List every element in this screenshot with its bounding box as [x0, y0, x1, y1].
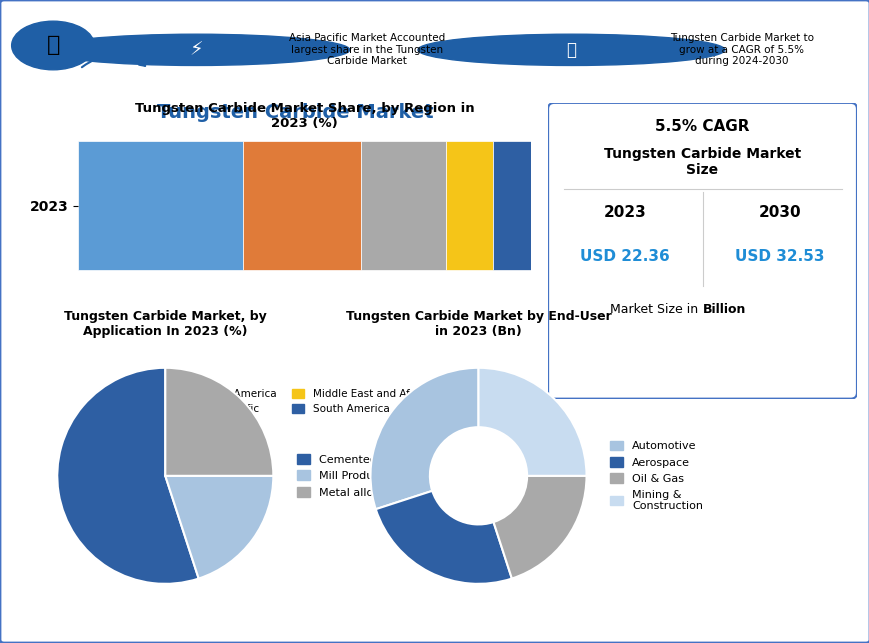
Text: 2023: 2023: [603, 205, 646, 220]
Wedge shape: [57, 368, 198, 584]
Title: Tungsten Carbide Market Share, by Region in
2023 (%): Tungsten Carbide Market Share, by Region…: [135, 102, 474, 130]
Text: USD 22.36: USD 22.36: [580, 249, 669, 264]
Wedge shape: [493, 476, 586, 579]
Title: Tungsten Carbide Market by End-User
in 2023 (Bn): Tungsten Carbide Market by End-User in 2…: [345, 310, 611, 338]
Text: 5.5% CAGR: 5.5% CAGR: [654, 119, 749, 134]
Text: Asia Pacific Market Accounted
largest share in the Tungsten
Carbide Market: Asia Pacific Market Accounted largest sh…: [289, 33, 444, 66]
Text: Tungsten Carbide Market to
grow at a CAGR of 5.5%
during 2024-2030: Tungsten Carbide Market to grow at a CAG…: [669, 33, 813, 66]
Bar: [493, 141, 530, 270]
Text: Tungsten Carbide Market: Tungsten Carbide Market: [157, 103, 434, 122]
Text: Tungsten Carbide Market
Size: Tungsten Carbide Market Size: [603, 147, 800, 177]
Title: Tungsten Carbide Market, by
Application In 2023 (%): Tungsten Carbide Market, by Application …: [63, 310, 267, 338]
Bar: [78, 141, 243, 270]
Text: 🌐: 🌐: [46, 35, 60, 55]
Wedge shape: [478, 368, 586, 476]
Text: 🔥: 🔥: [566, 41, 576, 59]
Wedge shape: [370, 368, 478, 509]
Wedge shape: [165, 476, 273, 579]
Text: USD 32.53: USD 32.53: [734, 249, 824, 264]
Legend: North America, Asia-Pacific, Europe, Middle East and Africa, South America: North America, Asia-Pacific, Europe, Mid…: [176, 385, 433, 434]
Legend: Automotive, Aerospace, Oil & Gas, Mining &
Construction: Automotive, Aerospace, Oil & Gas, Mining…: [605, 436, 706, 516]
Text: MMR: MMR: [90, 42, 140, 60]
Bar: [445, 141, 493, 270]
Legend: Cemented Carbide, Mill Products, Metal alloy: Cemented Carbide, Mill Products, Metal a…: [292, 449, 428, 502]
Circle shape: [43, 34, 349, 66]
Wedge shape: [375, 491, 511, 584]
Text: 2030: 2030: [758, 205, 800, 220]
Wedge shape: [165, 368, 273, 476]
Circle shape: [11, 21, 95, 70]
Text: ⚡: ⚡: [189, 41, 203, 59]
Bar: [243, 141, 361, 270]
Circle shape: [417, 34, 724, 66]
Bar: [361, 141, 446, 270]
Text: Billion: Billion: [702, 303, 745, 316]
FancyBboxPatch shape: [547, 103, 856, 399]
Text: Market Size in: Market Size in: [610, 303, 702, 316]
